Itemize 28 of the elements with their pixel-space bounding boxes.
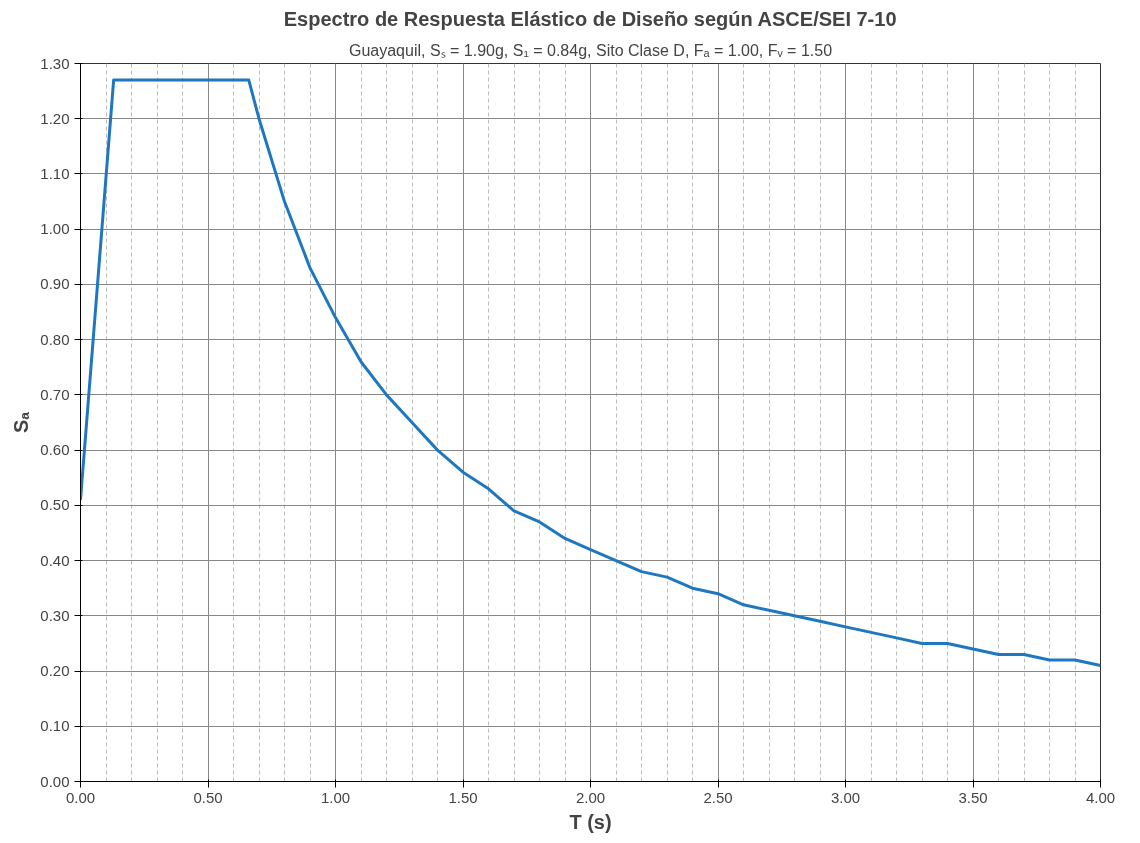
x-tick-label: 3.50: [958, 788, 988, 806]
y-tick-label: 0.60: [40, 441, 70, 459]
y-tick-label: 1.00: [40, 220, 70, 238]
x-axis-title: T (s): [569, 810, 612, 833]
x-tick-label: 2.00: [575, 788, 606, 806]
y-tick-label: 0.20: [40, 662, 70, 680]
y-tick-label: 0.90: [40, 275, 70, 293]
y-tick-label: 0.30: [40, 606, 70, 624]
x-tick-label: 3.00: [830, 788, 861, 806]
y-tick-label: 0.80: [40, 330, 70, 348]
x-tick-label: 4.00: [1085, 788, 1116, 806]
y-tick-label: 0.70: [40, 385, 70, 403]
y-tick-label: 1.20: [40, 109, 70, 127]
x-tick-label: 0.00: [65, 788, 96, 806]
y-tick-label: 0.00: [40, 772, 70, 790]
line-series: [80, 78, 1101, 668]
x-tick-label: 1.00: [320, 788, 351, 806]
y-tick-label: 1.30: [40, 54, 70, 72]
x-tick-label: 2.50: [703, 788, 733, 806]
y-tick-label: 1.10: [40, 164, 70, 182]
x-tick-label: 1.50: [448, 788, 478, 806]
y-tick-label: 0.40: [40, 551, 70, 569]
x-tick-label: 0.50: [193, 788, 223, 806]
y-tick-label: 0.50: [40, 496, 70, 514]
chart-subtitle: Guayaquil, Sₛ = 1.90g, S₁ = 0.84g, Sito Clase D, Fₐ = 1.00, Fᵥ = 1.50: [348, 41, 833, 59]
y-axis-title: Sₐ: [10, 411, 33, 433]
y-tick-label: 0.10: [40, 717, 70, 735]
chart-title: Espectro de Respuesta Elástico de Diseño según ASCE/SEI 7-10: [283, 7, 897, 30]
